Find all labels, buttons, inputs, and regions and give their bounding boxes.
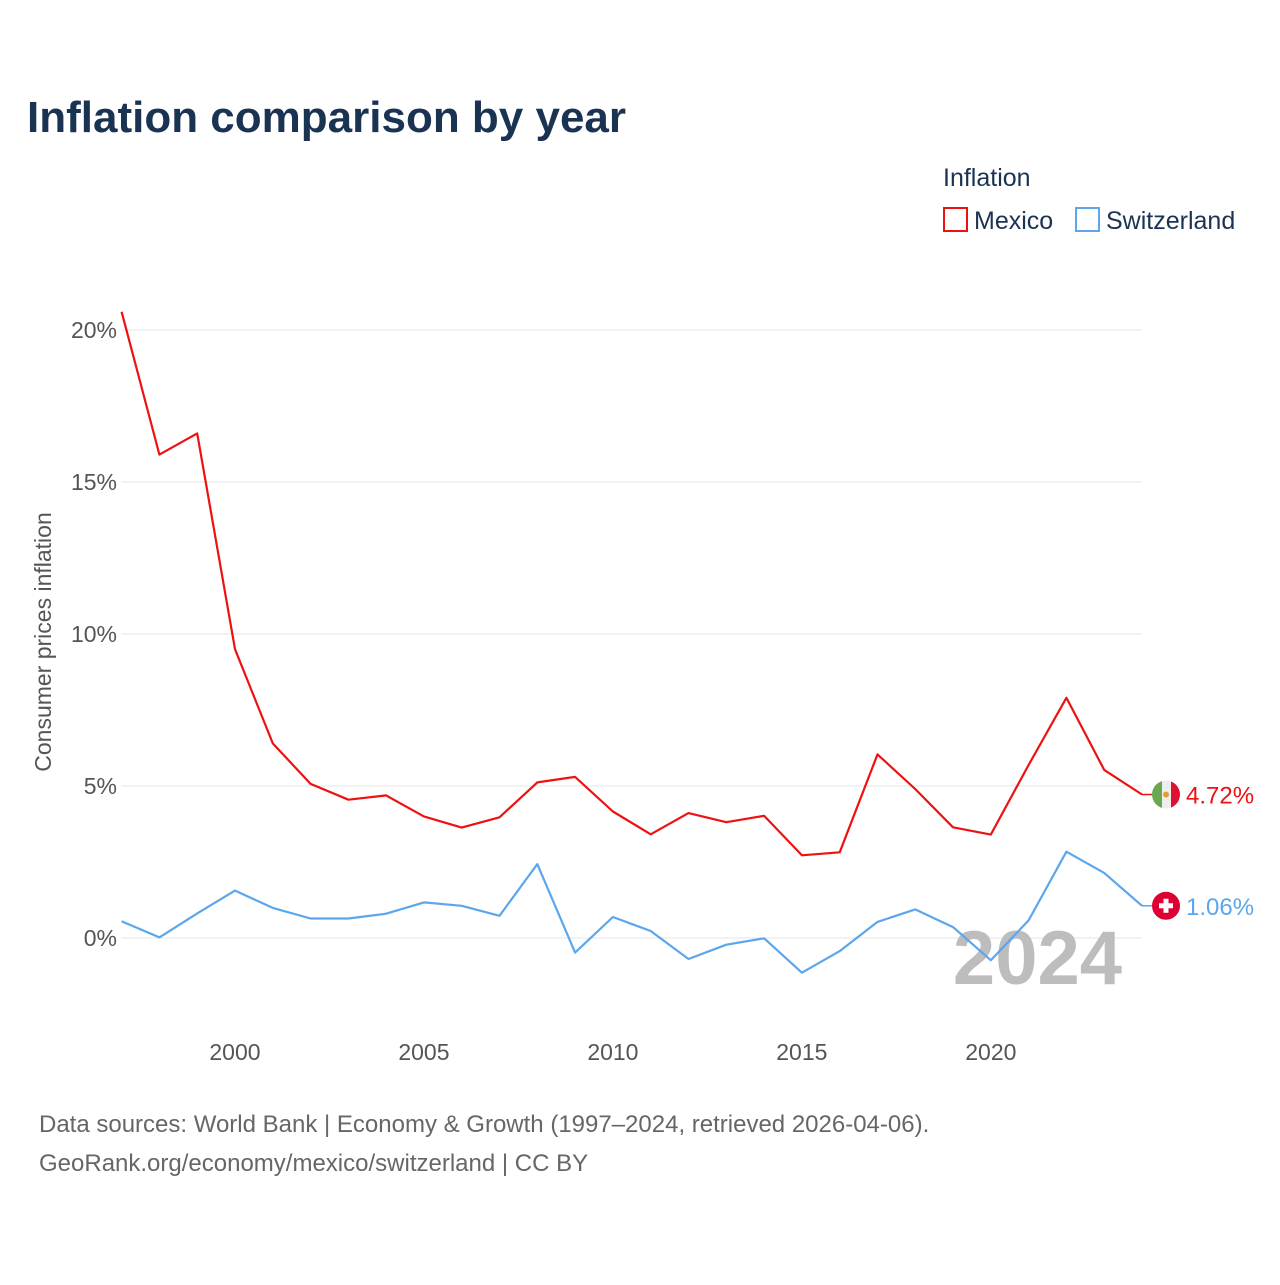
- legend-label-mexico: Mexico: [974, 207, 1053, 235]
- y-tick-label: 5%: [84, 773, 117, 799]
- footer-source: Data sources: World Bank | Economy & Gro…: [39, 1111, 929, 1138]
- flag-emblem: [1163, 791, 1169, 798]
- y-axis-label: Consumer prices inflation: [30, 512, 56, 772]
- y-tick-label: 20%: [71, 317, 117, 343]
- legend-title: Inflation: [943, 164, 1031, 192]
- flag-green: [1152, 780, 1162, 809]
- legend-item-mexico[interactable]: Mexico: [943, 207, 1053, 235]
- x-tick-label: 2000: [209, 1039, 260, 1065]
- end-value-label: 1.06%: [1186, 894, 1254, 921]
- chart-title: Inflation comparison by year: [27, 93, 626, 142]
- x-tick-label: 2015: [776, 1039, 827, 1065]
- footer-link[interactable]: GeoRank.org/economy/mexico/switzerland |…: [39, 1150, 588, 1177]
- cross-v: [1163, 898, 1169, 913]
- x-tick-label: 2020: [965, 1039, 1016, 1065]
- legend-item-switzerland[interactable]: Switzerland: [1075, 207, 1235, 235]
- end-value-label: 4.72%: [1186, 783, 1254, 810]
- flag-body: [1152, 780, 1180, 809]
- y-tick-label: 10%: [71, 621, 117, 647]
- mexico-flag-icon: [1152, 780, 1180, 809]
- legend-swatch-mexico: [943, 207, 968, 232]
- year-watermark: 2024: [953, 916, 1122, 1001]
- series-line-mexico: [120, 311, 1143, 857]
- x-tick-label: 2010: [587, 1039, 638, 1065]
- flag-red: [1171, 780, 1180, 809]
- x-tick-label: 2005: [398, 1039, 449, 1065]
- legend-label-switzerland: Switzerland: [1106, 207, 1235, 235]
- legend-swatch-switzerland: [1075, 207, 1100, 232]
- y-tick-label: 15%: [71, 469, 117, 495]
- y-tick-label: 0%: [84, 925, 117, 951]
- series-line-switzerland: [121, 850, 1143, 974]
- switzerland-flag-icon: [1152, 891, 1180, 920]
